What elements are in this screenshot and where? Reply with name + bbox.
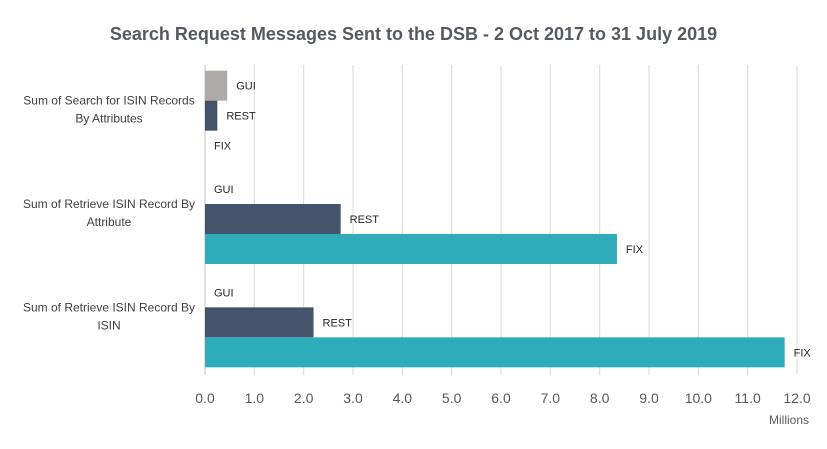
bar-label-gui: GUI <box>236 81 256 93</box>
x-tick-label: 11.0 <box>735 390 761 406</box>
x-tick-label: 3.0 <box>343 390 363 406</box>
bar-fix <box>205 234 617 264</box>
bar-rest <box>205 100 218 131</box>
x-tick-label: 6.0 <box>491 390 511 406</box>
bar-label-gui: GUI <box>214 184 234 196</box>
x-tick-label: 2.0 <box>294 390 314 406</box>
bar-gui <box>205 70 228 101</box>
bar-label-fix: FIX <box>794 347 812 359</box>
bar-label-rest: REST <box>226 111 256 123</box>
x-tick-label: 1.0 <box>245 390 265 406</box>
category-label: ISIN <box>97 318 120 332</box>
x-tick-label: 8.0 <box>590 390 610 406</box>
x-tick-label: 4.0 <box>393 390 413 406</box>
x-tick-label: 10.0 <box>685 390 712 406</box>
category-label: Sum of Retrieve ISIN Record By <box>23 197 195 211</box>
x-tick-label: 5.0 <box>442 390 462 406</box>
bar-label-fix: FIX <box>626 244 644 256</box>
bar-label-rest: REST <box>323 317 353 329</box>
axis-unit-label: Millions <box>769 413 809 427</box>
x-tick-label: 7.0 <box>541 390 561 406</box>
category-label: By Attributes <box>75 112 142 126</box>
x-tick-label: 12.0 <box>783 390 810 406</box>
category-label: Sum of Retrieve ISIN Record By <box>23 300 195 314</box>
bar-fix <box>205 337 785 368</box>
chart-title: Search Request Messages Sent to the DSB … <box>109 24 718 44</box>
bar-rest <box>205 307 314 338</box>
x-tick-label: 9.0 <box>639 390 659 406</box>
category-label: Sum of Search for ISIN Records <box>23 94 194 108</box>
bar-label-gui: GUI <box>214 287 234 299</box>
category-label: Attribute <box>87 215 132 229</box>
bar-label-fix: FIX <box>214 141 232 153</box>
x-tick-label: 0.0 <box>195 390 215 406</box>
bar-rest <box>205 204 341 234</box>
bar-label-rest: REST <box>350 214 380 226</box>
